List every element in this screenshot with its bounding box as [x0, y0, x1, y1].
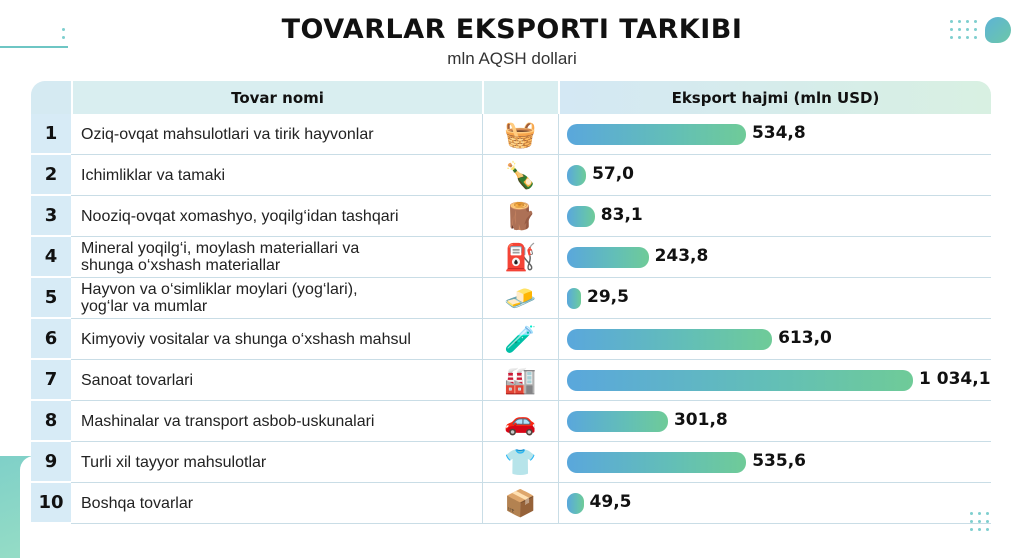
header-name: Tovar nomi: [72, 81, 483, 114]
bar: [567, 329, 773, 350]
table-row: 3 Nooziq-ovqat xomashyo, yoqilg‘idan tash…: [31, 196, 991, 237]
row-number: 9: [31, 442, 71, 483]
data-label: 301,8: [673, 410, 728, 430]
data-label: 29,5: [587, 287, 629, 307]
fuel-barrel-icon: ⛽: [483, 237, 559, 278]
data-label: 1 034,1: [919, 369, 991, 389]
category-label: Kimyoviy vositalar va shunga o‘xshash ma…: [71, 319, 483, 360]
bar-cell: 534,8: [559, 114, 991, 155]
category-label-line: Oziq-ovqat mahsulotlari va tirik hayvonl…: [81, 125, 374, 143]
bar: [567, 493, 584, 514]
bottle-cigarette-icon: 🍾: [483, 155, 559, 196]
food-basket-icon: 🧺: [483, 114, 559, 155]
bar-cell: 57,0: [559, 155, 991, 196]
row-number: 3: [31, 196, 71, 237]
page-subtitle: mln AQSH dollari: [447, 49, 577, 68]
table-row: 6 Kimyoviy vositalar va shunga o‘xshash m…: [31, 319, 991, 360]
table-row: 5 Hayvon va o‘simliklar moylari (yog‘lari…: [31, 278, 991, 319]
bar-cell: 613,0: [559, 319, 991, 360]
oil-butter-icon: 🧈: [483, 278, 559, 319]
table-row: 8 Mashinalar va transport asbob-uskunalar…: [31, 401, 991, 442]
header-icon-cell: [484, 81, 558, 114]
row-number: 4: [31, 237, 71, 278]
bar-cell: 243,8: [559, 237, 991, 278]
bar: [567, 370, 913, 391]
bar-cell: 1 034,1: [559, 360, 991, 401]
bar: [567, 288, 581, 309]
test-tubes-icon: 🧪: [483, 319, 559, 360]
factory-icon: 🏭: [483, 360, 559, 401]
category-label-line: shunga o‘xshash materiallar: [81, 257, 281, 274]
open-box-icon: 📦: [483, 483, 559, 524]
category-label-line: Mashinalar va transport asbob-uskunalari: [81, 412, 375, 430]
decorative-line-left: [0, 46, 68, 48]
row-number: 1: [31, 114, 71, 155]
category-label: Oziq-ovqat mahsulotlari va tirik hayvonl…: [71, 114, 483, 155]
category-label-line: Turli xil tayyor mahsulotlar: [81, 453, 267, 471]
bar-cell: 535,6: [559, 442, 991, 483]
category-label-line: Kimyoviy vositalar va shunga o‘xshash ma…: [81, 330, 411, 348]
header-number-cell: [31, 81, 71, 114]
leaf-logo-icon: [985, 17, 1011, 43]
category-label-line: Nooziq-ovqat xomashyo, yoqilg‘idan tashq…: [81, 207, 399, 225]
category-label: Mineral yoqilg‘i, moylash materiallari v…: [71, 237, 483, 278]
data-label: 534,8: [751, 123, 806, 143]
category-label: Boshqa tovarlar: [71, 483, 483, 524]
bar: [567, 247, 649, 268]
decorative-dots-top-right: [950, 20, 977, 39]
cotton-wood-icon: 🪵: [483, 196, 559, 237]
table-row: 1 Oziq-ovqat mahsulotlari va tirik hayvon…: [31, 114, 991, 155]
row-number: 5: [31, 278, 71, 319]
bar-cell: 301,8: [559, 401, 991, 442]
table-row: 2 Ichimliklar va tamaki 🍾 57,0: [31, 155, 991, 196]
row-number: 10: [31, 483, 71, 524]
category-label: Ichimliklar va tamaki: [71, 155, 483, 196]
category-label: Mashinalar va transport asbob-uskunalari: [71, 401, 483, 442]
category-label-line: Sanoat tovarlari: [81, 371, 194, 389]
table-header: Tovar nomi Eksport hajmi (mln USD): [31, 81, 991, 114]
bar: [567, 452, 747, 473]
bar-cell: 29,5: [559, 278, 991, 319]
category-label-line: Mineral yoqilg‘i, moylash materiallari v…: [81, 240, 360, 257]
bar: [567, 165, 587, 186]
data-label: 57,0: [592, 164, 635, 184]
row-number: 8: [31, 401, 71, 442]
page-title: TOVARLAR EKSPORTI TARKIBI: [281, 14, 743, 45]
table-row: 10 Boshqa tovarlar 📦 49,5: [31, 483, 991, 524]
data-label: 613,0: [778, 328, 832, 348]
category-label: Turli xil tayyor mahsulotlar: [71, 442, 483, 483]
row-number: 7: [31, 360, 71, 401]
clothes-appliance-icon: 👕: [483, 442, 559, 483]
decorative-dots-top-left: [62, 28, 65, 39]
row-number: 2: [31, 155, 71, 196]
export-table: Tovar nomi Eksport hajmi (mln USD) 1 Oziq…: [31, 81, 991, 524]
table-row: 4 Mineral yoqilg‘i, moylash materiallari …: [31, 237, 991, 278]
category-label-line: yog‘lar va mumlar: [81, 298, 208, 315]
data-label: 535,6: [752, 451, 806, 471]
table-body: 1 Oziq-ovqat mahsulotlari va tirik hayvon…: [31, 114, 991, 524]
data-label: 49,5: [589, 492, 632, 512]
decorative-dots-bottom-right: [970, 512, 989, 531]
data-label: 243,8: [654, 246, 709, 266]
category-label-line: Boshqa tovarlar: [81, 494, 194, 512]
header-value: Eksport hajmi (mln USD): [559, 81, 991, 114]
category-label: Hayvon va o‘simliklar moylari (yog‘lari)…: [71, 278, 483, 319]
category-label: Sanoat tovarlari: [71, 360, 483, 401]
bar-cell: 83,1: [559, 196, 991, 237]
bar: [567, 206, 595, 227]
row-number: 6: [31, 319, 71, 360]
category-label-line: Ichimliklar va tamaki: [81, 166, 226, 184]
table-row: 7 Sanoat tovarlari 🏭 1 034,1: [31, 360, 991, 401]
table-row: 9 Turli xil tayyor mahsulotlar 👕 535,6: [31, 442, 991, 483]
data-label: 83,1: [600, 205, 643, 225]
bar: [567, 124, 746, 145]
category-label: Nooziq-ovqat xomashyo, yoqilg‘idan tashq…: [71, 196, 483, 237]
category-label-line: Hayvon va o‘simliklar moylari (yog‘lari)…: [81, 281, 358, 298]
bar: [567, 411, 668, 432]
car-gear-icon: 🚗: [483, 401, 559, 442]
bar-cell: 49,5: [559, 483, 991, 524]
